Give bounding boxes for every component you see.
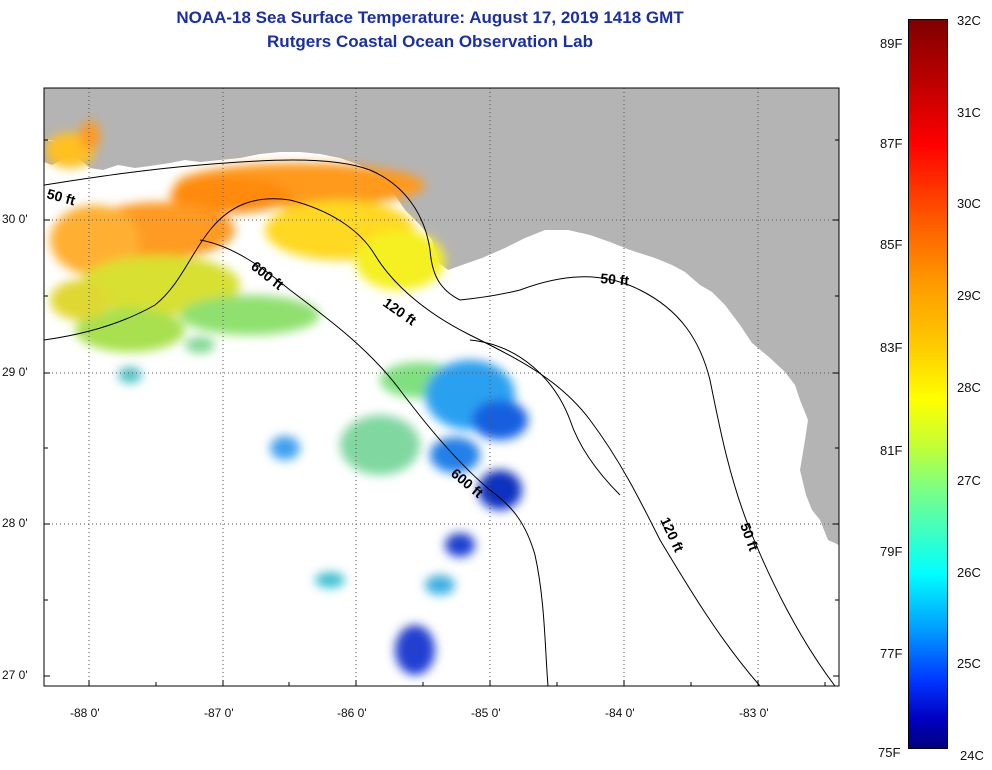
sst-overlay [45, 120, 528, 675]
lat-label: 29 0' [2, 365, 28, 379]
colorbar-f-label: 77F [880, 646, 903, 661]
contour-50ft-west [44, 159, 461, 301]
map-title: NOAA-18 Sea Surface Temperature: August … [176, 8, 684, 27]
colorbar-f-label: 83F [880, 340, 903, 355]
colorbar-f-label: 81F [880, 443, 903, 458]
lon-label: -84 0' [605, 706, 635, 720]
colorbar-c-label: 27C [957, 473, 981, 488]
colorbar-c-label: 31C [957, 105, 981, 120]
lon-label: -85 0' [471, 706, 501, 720]
contour-120ft [44, 198, 761, 686]
lon-label: -86 0' [337, 706, 367, 720]
lon-label: -87 0' [204, 706, 234, 720]
colorbar-c-label: 32C [957, 13, 981, 28]
land-mass [44, 88, 839, 545]
lon-label: -88 0' [70, 706, 100, 720]
colorbar-c-label: 28C [957, 380, 981, 395]
colorbar-f-label: 75F [878, 745, 901, 760]
lat-label: 28 0' [2, 516, 28, 530]
colorbar-c-label: 26C [957, 565, 981, 580]
contour-east-shelf [469, 339, 621, 496]
lat-label: 27 0' [2, 668, 28, 682]
contour-600ft [199, 239, 549, 686]
colorbar-c-label: 30C [957, 196, 981, 211]
lat-label: 30 0' [2, 212, 28, 226]
lon-label: -83 0' [739, 706, 769, 720]
contour-label: 50 ft [600, 270, 630, 288]
colorbar-c-label: 29C [957, 288, 981, 303]
colorbar-c-label: 24C [960, 748, 984, 763]
colorbar-f-label: 89F [880, 36, 903, 51]
contour-50ft-east [459, 276, 836, 686]
map-frame [43, 87, 840, 687]
colorbar-c-label: 25C [957, 656, 981, 671]
colorbar-f-label: 87F [880, 136, 903, 151]
colorbar-f-label: 79F [880, 544, 903, 559]
colorbar-f-label: 85F [880, 237, 903, 252]
grid [44, 88, 839, 686]
contour-label: 50 ft [45, 185, 77, 208]
temperature-colorbar [908, 19, 948, 749]
depth-contours [44, 159, 836, 686]
map-subtitle: Rutgers Coastal Ocean Observation Lab [267, 32, 593, 51]
